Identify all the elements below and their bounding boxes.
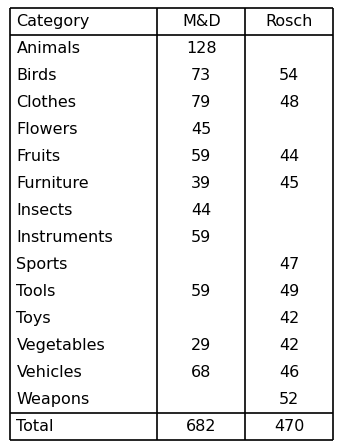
Text: Rosch: Rosch	[266, 14, 313, 29]
Text: Insects: Insects	[16, 203, 73, 218]
Text: Sports: Sports	[16, 257, 68, 272]
Text: 42: 42	[279, 311, 300, 326]
Text: 44: 44	[191, 203, 211, 218]
Text: 45: 45	[191, 122, 211, 137]
Text: Birds: Birds	[16, 68, 57, 83]
Text: 52: 52	[279, 392, 300, 407]
Text: 44: 44	[279, 149, 300, 164]
Text: 73: 73	[191, 68, 211, 83]
Text: Vehicles: Vehicles	[16, 365, 82, 380]
Text: 59: 59	[191, 230, 211, 245]
Text: 45: 45	[279, 176, 300, 191]
Text: 47: 47	[279, 257, 300, 272]
Text: Instruments: Instruments	[16, 230, 113, 245]
Text: Total: Total	[16, 419, 54, 434]
Text: 39: 39	[191, 176, 211, 191]
Text: 682: 682	[186, 419, 216, 434]
Text: Toys: Toys	[16, 311, 51, 326]
Text: 59: 59	[191, 284, 211, 299]
Text: Clothes: Clothes	[16, 95, 76, 110]
Text: 29: 29	[191, 338, 211, 353]
Text: 49: 49	[279, 284, 300, 299]
Text: 470: 470	[274, 419, 304, 434]
Text: Furniture: Furniture	[16, 176, 89, 191]
Text: Vegetables: Vegetables	[16, 338, 105, 353]
Text: 46: 46	[279, 365, 300, 380]
Text: 79: 79	[191, 95, 211, 110]
Text: 68: 68	[191, 365, 211, 380]
Text: 59: 59	[191, 149, 211, 164]
Text: Animals: Animals	[16, 41, 80, 56]
Text: 128: 128	[186, 41, 216, 56]
Text: 42: 42	[279, 338, 300, 353]
Text: Flowers: Flowers	[16, 122, 78, 137]
Text: 48: 48	[279, 95, 300, 110]
Text: M&D: M&D	[182, 14, 221, 29]
Text: Weapons: Weapons	[16, 392, 90, 407]
Text: 54: 54	[279, 68, 300, 83]
Text: Fruits: Fruits	[16, 149, 61, 164]
Text: Tools: Tools	[16, 284, 56, 299]
Text: Category: Category	[16, 14, 90, 29]
